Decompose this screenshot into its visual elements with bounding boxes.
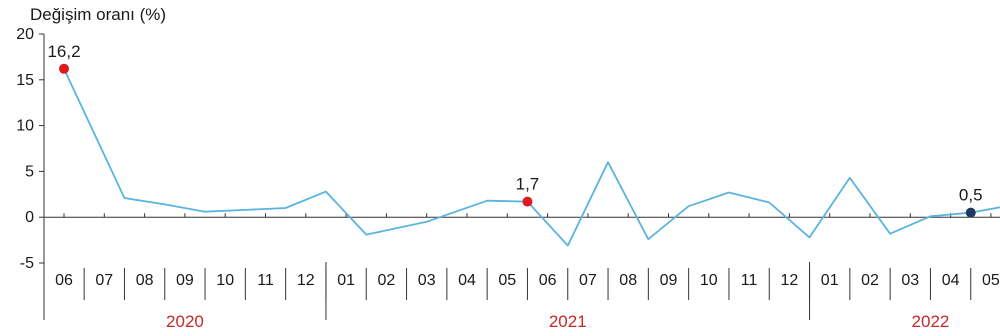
y-axis: 20 15 10 5 0 -5 [16, 26, 45, 272]
x-tick-label: 07 [95, 272, 113, 289]
data-label: 16,2 [47, 42, 80, 61]
year-label: 2022 [912, 312, 950, 331]
year-label: 2020 [166, 312, 204, 331]
y-axis-label: Değişim oranı (%) [30, 5, 166, 24]
x-tick-label: 07 [579, 272, 597, 289]
x-tick-label: 10 [216, 272, 234, 289]
data-label: 1,7 [516, 175, 540, 194]
x-tick-label: 04 [942, 272, 960, 289]
x-tick-label: 03 [901, 272, 919, 289]
x-tick-label: 05 [982, 272, 1000, 289]
x-tick-label: 10 [700, 272, 718, 289]
annotations-layer: 16,21,70,51,3 [47, 42, 1000, 218]
x-tick-label: 06 [55, 272, 73, 289]
x-tick-label: 08 [619, 272, 637, 289]
x-tick-label: 05 [498, 272, 516, 289]
y-tick-label: 0 [25, 209, 34, 226]
data-point [965, 207, 976, 218]
x-tick-label: 06 [539, 272, 557, 289]
x-tick-label: 01 [821, 272, 839, 289]
x-tick-label: 02 [861, 272, 879, 289]
x-tick-label: 04 [458, 272, 476, 289]
year-label: 2021 [549, 312, 587, 331]
x-tick-label: 12 [297, 272, 315, 289]
y-tick-label: 20 [16, 26, 34, 43]
x-tick-label: 09 [176, 272, 194, 289]
y-tick-label: 10 [16, 118, 34, 135]
x-tick-label: 11 [741, 272, 758, 289]
x-tick-label: 08 [136, 272, 154, 289]
x-tick-label: 12 [781, 272, 799, 289]
x-tick-label: 09 [660, 272, 678, 289]
y-tick-label: 5 [25, 163, 34, 180]
x-tick-label: 01 [337, 272, 355, 289]
data-point [522, 196, 533, 207]
x-axis: 06 07 08 09 10 11 12 01 02 03 04 05 06 07 08 09 10 11 12 01… [43, 213, 1000, 331]
series-line [63, 68, 1000, 247]
series-layer [63, 68, 1000, 247]
y-tick-label: 15 [16, 72, 34, 89]
y-tick-label: -5 [20, 255, 34, 272]
data-point [59, 63, 69, 74]
x-tick-label: 11 [257, 272, 274, 289]
x-tick-label: 03 [418, 272, 436, 289]
x-tick-label: 02 [378, 272, 396, 289]
data-label: 0,5 [959, 186, 983, 205]
